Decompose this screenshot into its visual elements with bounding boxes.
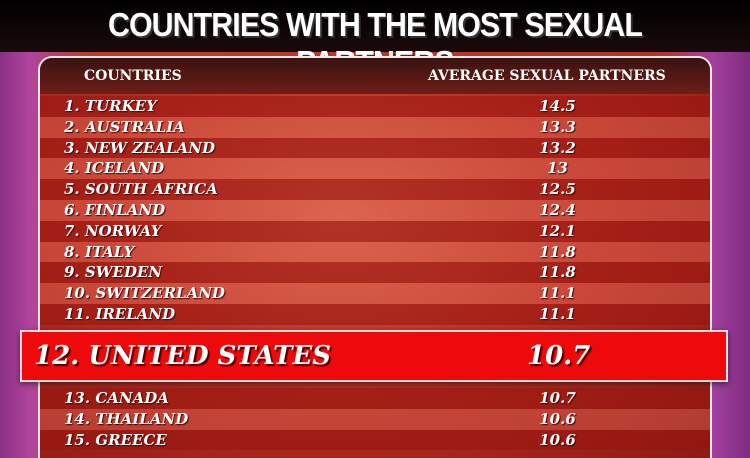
country-label: 5. SOUTH AFRICA: [64, 180, 218, 199]
value-label: 11.1: [539, 305, 576, 323]
country-label: 11. IRELAND: [64, 305, 176, 323]
country-label: 6. FINLAND: [64, 201, 166, 219]
table-header: COUNTRIES AVERAGE SEXUAL PARTNERS: [40, 58, 710, 94]
country-label: 9. SWEDEN: [64, 263, 163, 282]
value-label: 10.7: [539, 389, 576, 407]
value-label: 10.6: [539, 409, 576, 428]
value-label: 13.2: [539, 138, 576, 157]
country-label: 4. ICELAND: [64, 159, 165, 178]
value-label: 10.6: [539, 430, 576, 449]
highlighted-country: 12. UNITED STATES: [34, 341, 332, 371]
value-label: 11.8: [539, 242, 576, 261]
value-label: 13: [547, 159, 568, 178]
country-label: 15. GREECE: [64, 430, 167, 449]
country-label: 1. TURKEY: [64, 97, 157, 115]
title-bar: COUNTRIES WITH THE MOST SEXUAL PARTNERS: [0, 0, 750, 81]
country-label: 3. NEW ZEALAND: [64, 138, 216, 157]
value-label: 12.5: [539, 180, 576, 199]
table-row: 3. NEW ZEALAND 13.2: [40, 137, 710, 159]
table-row: 5. SOUTH AFRICA 12.5: [40, 179, 710, 200]
column-header-countries: COUNTRIES: [84, 68, 182, 84]
table-row: 7. NORWAY 12.1: [40, 220, 710, 242]
value-label: 14.5: [539, 97, 576, 115]
table-row: 15. GREECE 10.6: [40, 429, 710, 451]
country-label: 7. NORWAY: [64, 221, 162, 240]
country-label: 10. SWITZERLAND: [64, 284, 225, 303]
country-label: 2. AUSTRALIA: [64, 117, 185, 136]
value-label: 13.3: [539, 117, 576, 136]
table-row: 10. SWITZERLAND 11.1: [40, 283, 710, 304]
value-label: 11.8: [539, 263, 576, 282]
value-label: 12.1: [539, 221, 576, 240]
table-row: 14. THAILAND 10.6: [40, 408, 710, 430]
table-row: 11. IRELAND 11.1: [40, 304, 710, 325]
table-row: 4. ICELAND 13: [40, 158, 710, 180]
table-row: 9. SWEDEN 11.8: [40, 262, 710, 284]
table-row: 2. AUSTRALIA 13.3: [40, 116, 710, 138]
highlighted-row: 12. UNITED STATES 10.7: [20, 330, 728, 382]
country-label: 13. CANADA: [64, 389, 169, 407]
table-row: 13. CANADA 10.7: [40, 388, 710, 409]
table-row: 6. FINLAND 12.4: [40, 200, 710, 221]
table-row: 1. TURKEY 14.5: [40, 96, 710, 117]
country-label: 14. THAILAND: [64, 409, 189, 428]
table-row: 8. ITALY 11.8: [40, 241, 710, 263]
highlighted-value: 10.7: [527, 341, 591, 371]
ranking-table: COUNTRIES AVERAGE SEXUAL PARTNERS 1. TUR…: [38, 56, 712, 458]
country-label: 8. ITALY: [64, 242, 135, 261]
column-header-average: AVERAGE SEXUAL PARTNERS: [428, 68, 666, 84]
value-label: 12.4: [539, 201, 576, 219]
value-label: 11.1: [539, 284, 576, 303]
